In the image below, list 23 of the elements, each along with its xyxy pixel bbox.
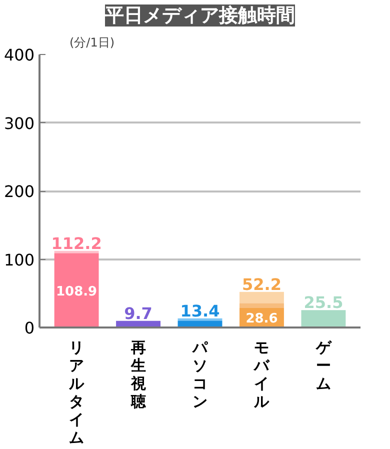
chart-title: 平日メディア接触時間 xyxy=(104,4,295,26)
data-label: 28.6 xyxy=(246,312,278,327)
x-tick-label: リアルタイム xyxy=(68,338,86,446)
y-tick-label: 0 xyxy=(24,318,35,338)
y-tick-label: 300 xyxy=(4,114,35,133)
x-tick-label: モバイル xyxy=(253,338,270,410)
total-label: 52.2 xyxy=(242,274,282,294)
bar xyxy=(54,253,99,328)
bar xyxy=(240,292,284,304)
data-label: 108.9 xyxy=(56,284,98,300)
bar xyxy=(301,310,346,328)
y-tick-label: 400 xyxy=(4,46,35,64)
y-tick-label: 100 xyxy=(4,250,35,270)
total-label: 13.4 xyxy=(180,301,220,320)
x-tick-label: 再生視聴 xyxy=(130,338,147,410)
total-label: 112.2 xyxy=(51,234,102,253)
y-tick-label: 200 xyxy=(4,182,35,201)
total-label: 25.5 xyxy=(304,293,344,312)
y-axis-title: (分/1日) xyxy=(70,36,115,50)
x-tick-label: ゲーム xyxy=(314,338,332,392)
total-label: 9.7 xyxy=(124,304,152,323)
x-tick-label: パソコン xyxy=(192,338,208,410)
bar xyxy=(240,303,284,308)
